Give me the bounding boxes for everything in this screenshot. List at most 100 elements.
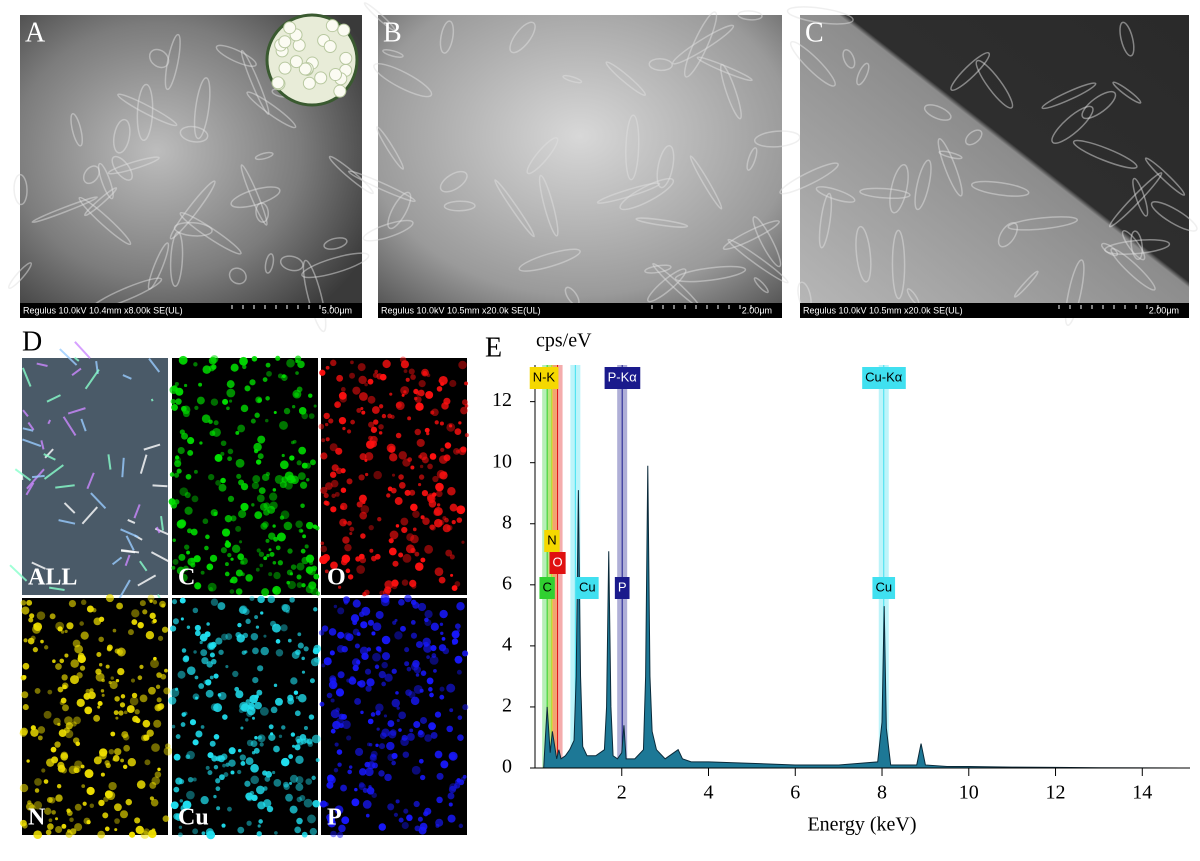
map-dot [378, 770, 385, 777]
petal [1144, 157, 1186, 196]
y-tick-label: 0 [502, 756, 512, 778]
map-dot [446, 422, 456, 432]
map-dot [337, 671, 345, 679]
map-dot [400, 386, 410, 395]
map-dot [253, 449, 259, 454]
map-dot [359, 646, 369, 656]
map-dot [341, 554, 351, 564]
map-dot [136, 780, 146, 789]
map-dot [384, 773, 392, 782]
map-dot [33, 623, 37, 628]
map-dot [324, 422, 329, 427]
map-dot [295, 755, 304, 764]
map-dot [307, 814, 316, 824]
map-dot [448, 751, 458, 761]
petal [1064, 259, 1085, 327]
map-dot [426, 373, 431, 378]
map-dot [184, 544, 190, 550]
petal [625, 114, 640, 181]
map-dot [209, 554, 218, 563]
sem-scale: 5.00μm [322, 305, 352, 315]
map-dot [289, 455, 295, 461]
map-dot [309, 678, 315, 684]
map-dot [98, 663, 103, 667]
map-dot [295, 520, 303, 528]
map-flake [80, 418, 87, 432]
petal [179, 125, 209, 143]
map-dot [198, 382, 203, 387]
map-dot [112, 628, 117, 633]
map-flake [21, 367, 32, 387]
petal [856, 62, 870, 86]
map-dot [281, 604, 291, 613]
map-dot [27, 800, 32, 805]
inset-floret [302, 76, 316, 90]
map-flake [155, 526, 161, 534]
map-dot [389, 453, 398, 462]
map-dot [246, 795, 253, 802]
map-dot [391, 668, 397, 674]
map-dot [48, 818, 53, 823]
map-dot [417, 730, 425, 738]
map-dot [283, 407, 291, 415]
map-dot [286, 569, 293, 576]
map-dot [246, 739, 254, 747]
map-dot [250, 632, 259, 641]
map-dot [240, 482, 249, 491]
map-dot [308, 413, 315, 419]
map-dot [263, 556, 268, 561]
map-dot [446, 725, 454, 733]
petal [107, 156, 160, 175]
map-flake [74, 356, 80, 362]
map-label: N [28, 805, 46, 831]
sem-scale: 2.00μm [742, 305, 772, 315]
map-flake [71, 367, 82, 376]
map-dot [122, 764, 128, 770]
map-dot [348, 765, 353, 769]
map-dot [410, 620, 416, 625]
petal [439, 20, 455, 54]
map-dot [330, 709, 340, 719]
map-dot [213, 673, 219, 679]
map-dot [73, 716, 81, 725]
map-dot [392, 560, 399, 567]
map-dot [216, 806, 221, 811]
map-dot [458, 447, 467, 456]
map-dot [410, 599, 417, 606]
map-dot [413, 800, 420, 808]
map-dot [257, 595, 265, 604]
petal [646, 268, 687, 303]
map-dot [359, 392, 368, 401]
map-dot [254, 511, 263, 520]
map-dot [29, 804, 36, 812]
map-dot [386, 493, 391, 498]
map-dot [312, 800, 320, 808]
petal [1041, 82, 1097, 110]
map-flake [139, 454, 148, 474]
map-dot [405, 544, 415, 554]
map-dot [418, 474, 425, 480]
map-dot [114, 696, 120, 702]
map-dot [398, 482, 406, 489]
map-dot [80, 599, 87, 605]
map-dot [326, 781, 334, 789]
map-dot [173, 813, 181, 820]
map-dot [449, 503, 458, 512]
map-dot [303, 798, 313, 808]
map-dot [204, 545, 209, 551]
map-dot [195, 730, 203, 738]
map-dot [268, 733, 276, 741]
map-dot [258, 487, 266, 495]
map-dot [401, 526, 408, 534]
map-dot [311, 734, 321, 744]
map-dot [449, 554, 455, 560]
map-dot [321, 663, 326, 668]
map-dot [420, 716, 428, 724]
map-dot [369, 743, 373, 747]
map-dot [360, 621, 368, 629]
map-dot [358, 783, 366, 791]
map-dot [413, 721, 421, 729]
map-dot [237, 424, 246, 433]
map-flake [36, 362, 48, 368]
map-dot [221, 753, 228, 761]
